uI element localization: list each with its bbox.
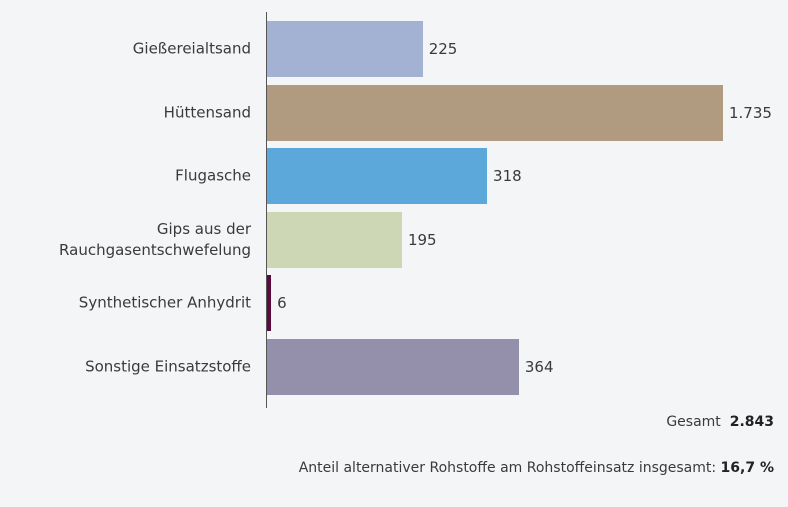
category-label: Gießereialtsand xyxy=(132,39,251,58)
bar xyxy=(267,275,272,331)
value-label: 318 xyxy=(493,167,522,185)
value-label: 364 xyxy=(524,357,554,376)
value-label: 6 xyxy=(277,294,287,312)
value-label: 1.735 xyxy=(729,103,772,122)
category-label: Flugasche xyxy=(175,166,251,185)
share-label: Anteil alternativer Rohstoffe am Rohstof… xyxy=(298,460,717,476)
value-label: 225 xyxy=(428,40,458,58)
share: Anteil alternativer Rohstoffe am Rohstof… xyxy=(299,460,774,476)
total-label: Gesamt xyxy=(666,414,721,430)
total: Gesamt 2.843 xyxy=(666,414,774,430)
total-value: 2.843 xyxy=(729,414,774,430)
category-label: Hüttensand xyxy=(163,103,251,121)
axis-line xyxy=(266,12,267,408)
bar xyxy=(267,21,423,77)
bar xyxy=(267,211,402,268)
category-label: Synthetischer Anhydrit xyxy=(78,293,251,312)
category-label: Gips aus der Rauchgasentschwefelung xyxy=(59,219,251,259)
bar xyxy=(267,338,519,395)
category-label: Sonstige Einsatzstoffe xyxy=(85,357,251,375)
value-label: 195 xyxy=(407,230,437,249)
bar xyxy=(267,84,723,141)
share-value: 16,7 % xyxy=(720,460,774,476)
bar xyxy=(267,148,488,204)
